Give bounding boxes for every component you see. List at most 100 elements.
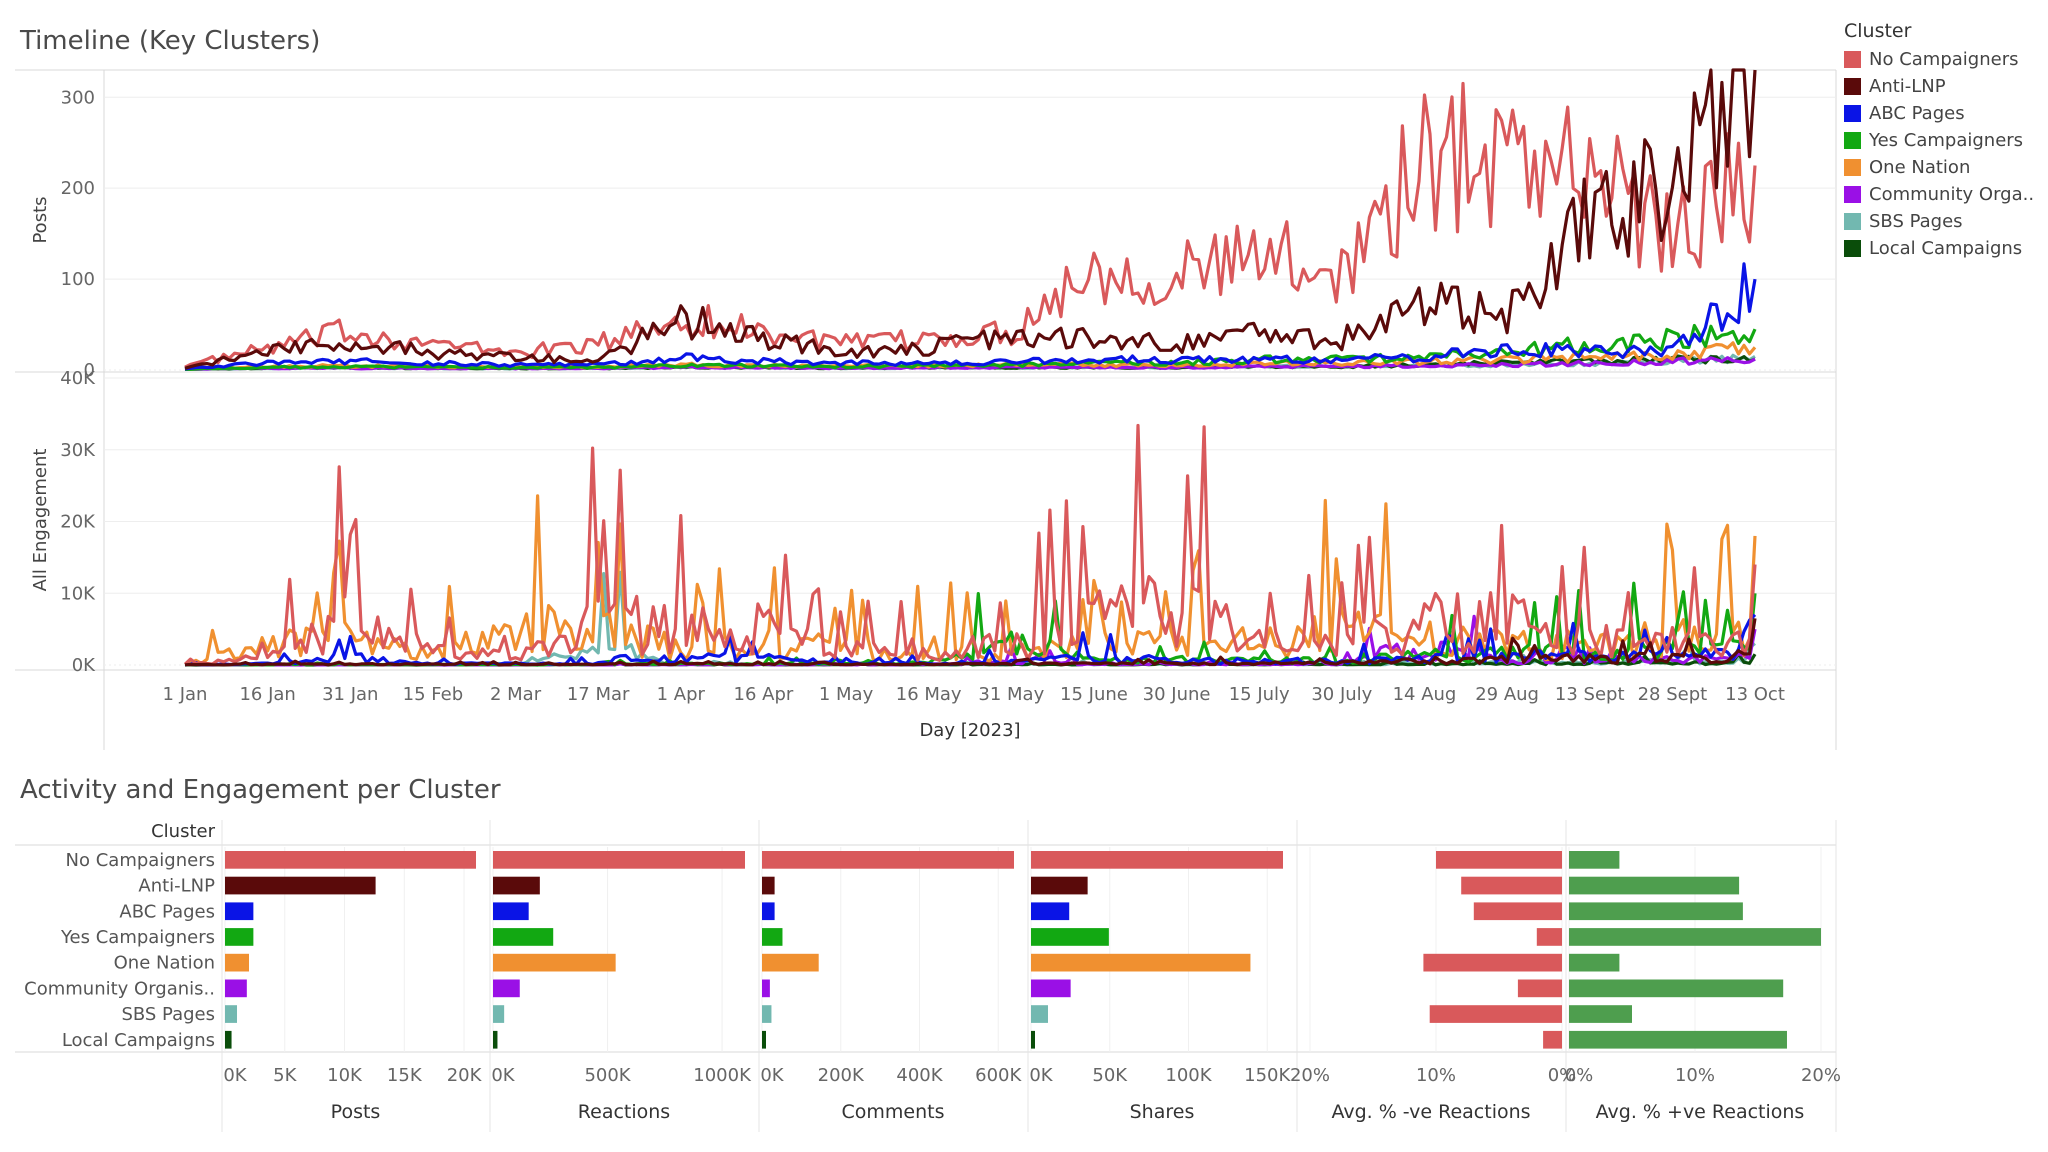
series-line[interactable]: [184, 68, 1757, 370]
x-tick-label: 0K: [223, 1065, 247, 1086]
bar[interactable]: [1429, 1005, 1562, 1023]
series-line[interactable]: [184, 494, 1757, 666]
legend-label: ABC Pages: [1869, 103, 1965, 124]
legend-item[interactable]: No Campaigners: [1844, 46, 2034, 73]
legend-item[interactable]: ABC Pages: [1844, 100, 2034, 127]
bar[interactable]: [225, 928, 254, 946]
x-axis-label: Day [2023]: [919, 720, 1020, 741]
bar[interactable]: [1569, 979, 1784, 998]
bar[interactable]: [493, 953, 616, 972]
bar[interactable]: [493, 979, 520, 998]
series-line[interactable]: [184, 262, 1757, 371]
bar[interactable]: [1569, 953, 1620, 972]
bar[interactable]: [1569, 1005, 1632, 1023]
cluster-legend: Cluster No Campaigners Anti-LNP ABC Pages Y…: [1844, 20, 2034, 262]
bar[interactable]: [762, 953, 819, 972]
legend-item[interactable]: Local Campaigns: [1844, 235, 2034, 262]
bar[interactable]: [1461, 876, 1562, 895]
x-tick-label: 16 Jan: [239, 684, 295, 705]
bar[interactable]: [493, 1030, 498, 1049]
y-tick-label: 40K: [60, 368, 96, 389]
bar[interactable]: [1031, 1030, 1035, 1049]
y-tick-label: 30K: [60, 440, 96, 461]
bar[interactable]: [1473, 902, 1562, 921]
y-tick-label: 10K: [60, 583, 96, 604]
legend-item[interactable]: SBS Pages: [1844, 208, 2034, 235]
timeline-chart: 0 100 200 300 0K 10K 20K 30K 40K Posts All Engagem…: [15, 68, 1837, 750]
x-tick-label: 14 Aug: [1393, 684, 1457, 705]
legend-swatch: [1844, 132, 1861, 149]
bar[interactable]: [225, 953, 250, 972]
x-tick-label: 16 Apr: [734, 684, 794, 705]
bar[interactable]: [762, 928, 783, 946]
x-tick-label: 15 June: [1060, 684, 1128, 705]
axis-title[interactable]: Shares: [1130, 1101, 1195, 1123]
x-tick-label: 1 Apr: [657, 684, 706, 705]
bar[interactable]: [225, 1005, 238, 1023]
bar[interactable]: [1569, 851, 1620, 869]
bar[interactable]: [1569, 928, 1821, 946]
bar[interactable]: [1031, 876, 1088, 895]
row-label: Local Campaigns: [62, 1030, 215, 1051]
x-tick-label: 29 Aug: [1475, 684, 1539, 705]
activity-title: Activity and Engagement per Cluster: [20, 775, 501, 805]
bar[interactable]: [225, 979, 247, 998]
axis-title[interactable]: Avg. % +ve Reactions: [1596, 1101, 1805, 1123]
axis-title[interactable]: Comments: [842, 1101, 945, 1123]
bar[interactable]: [762, 876, 775, 895]
bar[interactable]: [493, 928, 554, 946]
bar[interactable]: [1436, 851, 1562, 869]
bar[interactable]: [1569, 902, 1743, 921]
legend-item[interactable]: One Nation: [1844, 154, 2034, 181]
bar[interactable]: [1031, 928, 1109, 946]
x-tick-label: 13 Oct: [1725, 684, 1785, 705]
bar[interactable]: [493, 851, 745, 869]
bar[interactable]: [762, 902, 775, 921]
x-tick-label: 28 Sept: [1638, 684, 1708, 705]
bar[interactable]: [493, 876, 540, 895]
x-tick-label: 50K: [1092, 1065, 1128, 1086]
x-tick-label: 2 Mar: [490, 684, 542, 705]
bar[interactable]: [1569, 1030, 1787, 1049]
axis-title[interactable]: Posts: [331, 1101, 381, 1123]
x-tick-label: 0K: [1029, 1065, 1053, 1086]
bar[interactable]: [225, 902, 254, 921]
bar[interactable]: [1423, 953, 1562, 972]
x-tick-label: 0K: [491, 1065, 515, 1086]
series-line[interactable]: [184, 81, 1757, 369]
bar[interactable]: [493, 1005, 505, 1023]
series-line[interactable]: [184, 618, 1757, 667]
bar[interactable]: [225, 1030, 232, 1049]
legend-item[interactable]: Yes Campaigners: [1844, 127, 2034, 154]
bar[interactable]: [1536, 928, 1562, 946]
x-tick-label: 10%: [1416, 1065, 1456, 1086]
legend-item[interactable]: Community Orga..: [1844, 181, 2034, 208]
timeline-title: Timeline (Key Clusters): [20, 26, 321, 56]
bar[interactable]: [1031, 1005, 1048, 1023]
bar[interactable]: [225, 876, 376, 895]
bar[interactable]: [1517, 979, 1562, 998]
bar[interactable]: [1031, 953, 1251, 972]
x-tick-label: 400K: [896, 1065, 943, 1086]
bar[interactable]: [1031, 851, 1283, 869]
bar[interactable]: [225, 851, 476, 869]
series-line[interactable]: [183, 423, 1757, 666]
axis-title[interactable]: Avg. % -ve Reactions: [1331, 1101, 1530, 1123]
x-tick-label: 1000K: [693, 1065, 752, 1086]
bar[interactable]: [493, 902, 529, 921]
bar[interactable]: [1569, 876, 1740, 895]
legend-item[interactable]: Anti-LNP: [1844, 73, 2034, 100]
x-tick-label: 31 Jan: [322, 684, 378, 705]
bar[interactable]: [1543, 1030, 1562, 1049]
bar[interactable]: [762, 1030, 766, 1049]
legend-label: One Nation: [1869, 157, 1971, 178]
bar[interactable]: [762, 1005, 772, 1023]
bar[interactable]: [1031, 979, 1071, 998]
bar[interactable]: [762, 979, 770, 998]
bar[interactable]: [762, 851, 1014, 869]
legend-label: Local Campaigns: [1869, 238, 2023, 259]
x-tick-label: 30 July: [1311, 684, 1372, 705]
bar[interactable]: [1031, 902, 1070, 921]
x-tick-label: 15 Feb: [403, 684, 464, 705]
axis-title[interactable]: Reactions: [578, 1101, 670, 1123]
